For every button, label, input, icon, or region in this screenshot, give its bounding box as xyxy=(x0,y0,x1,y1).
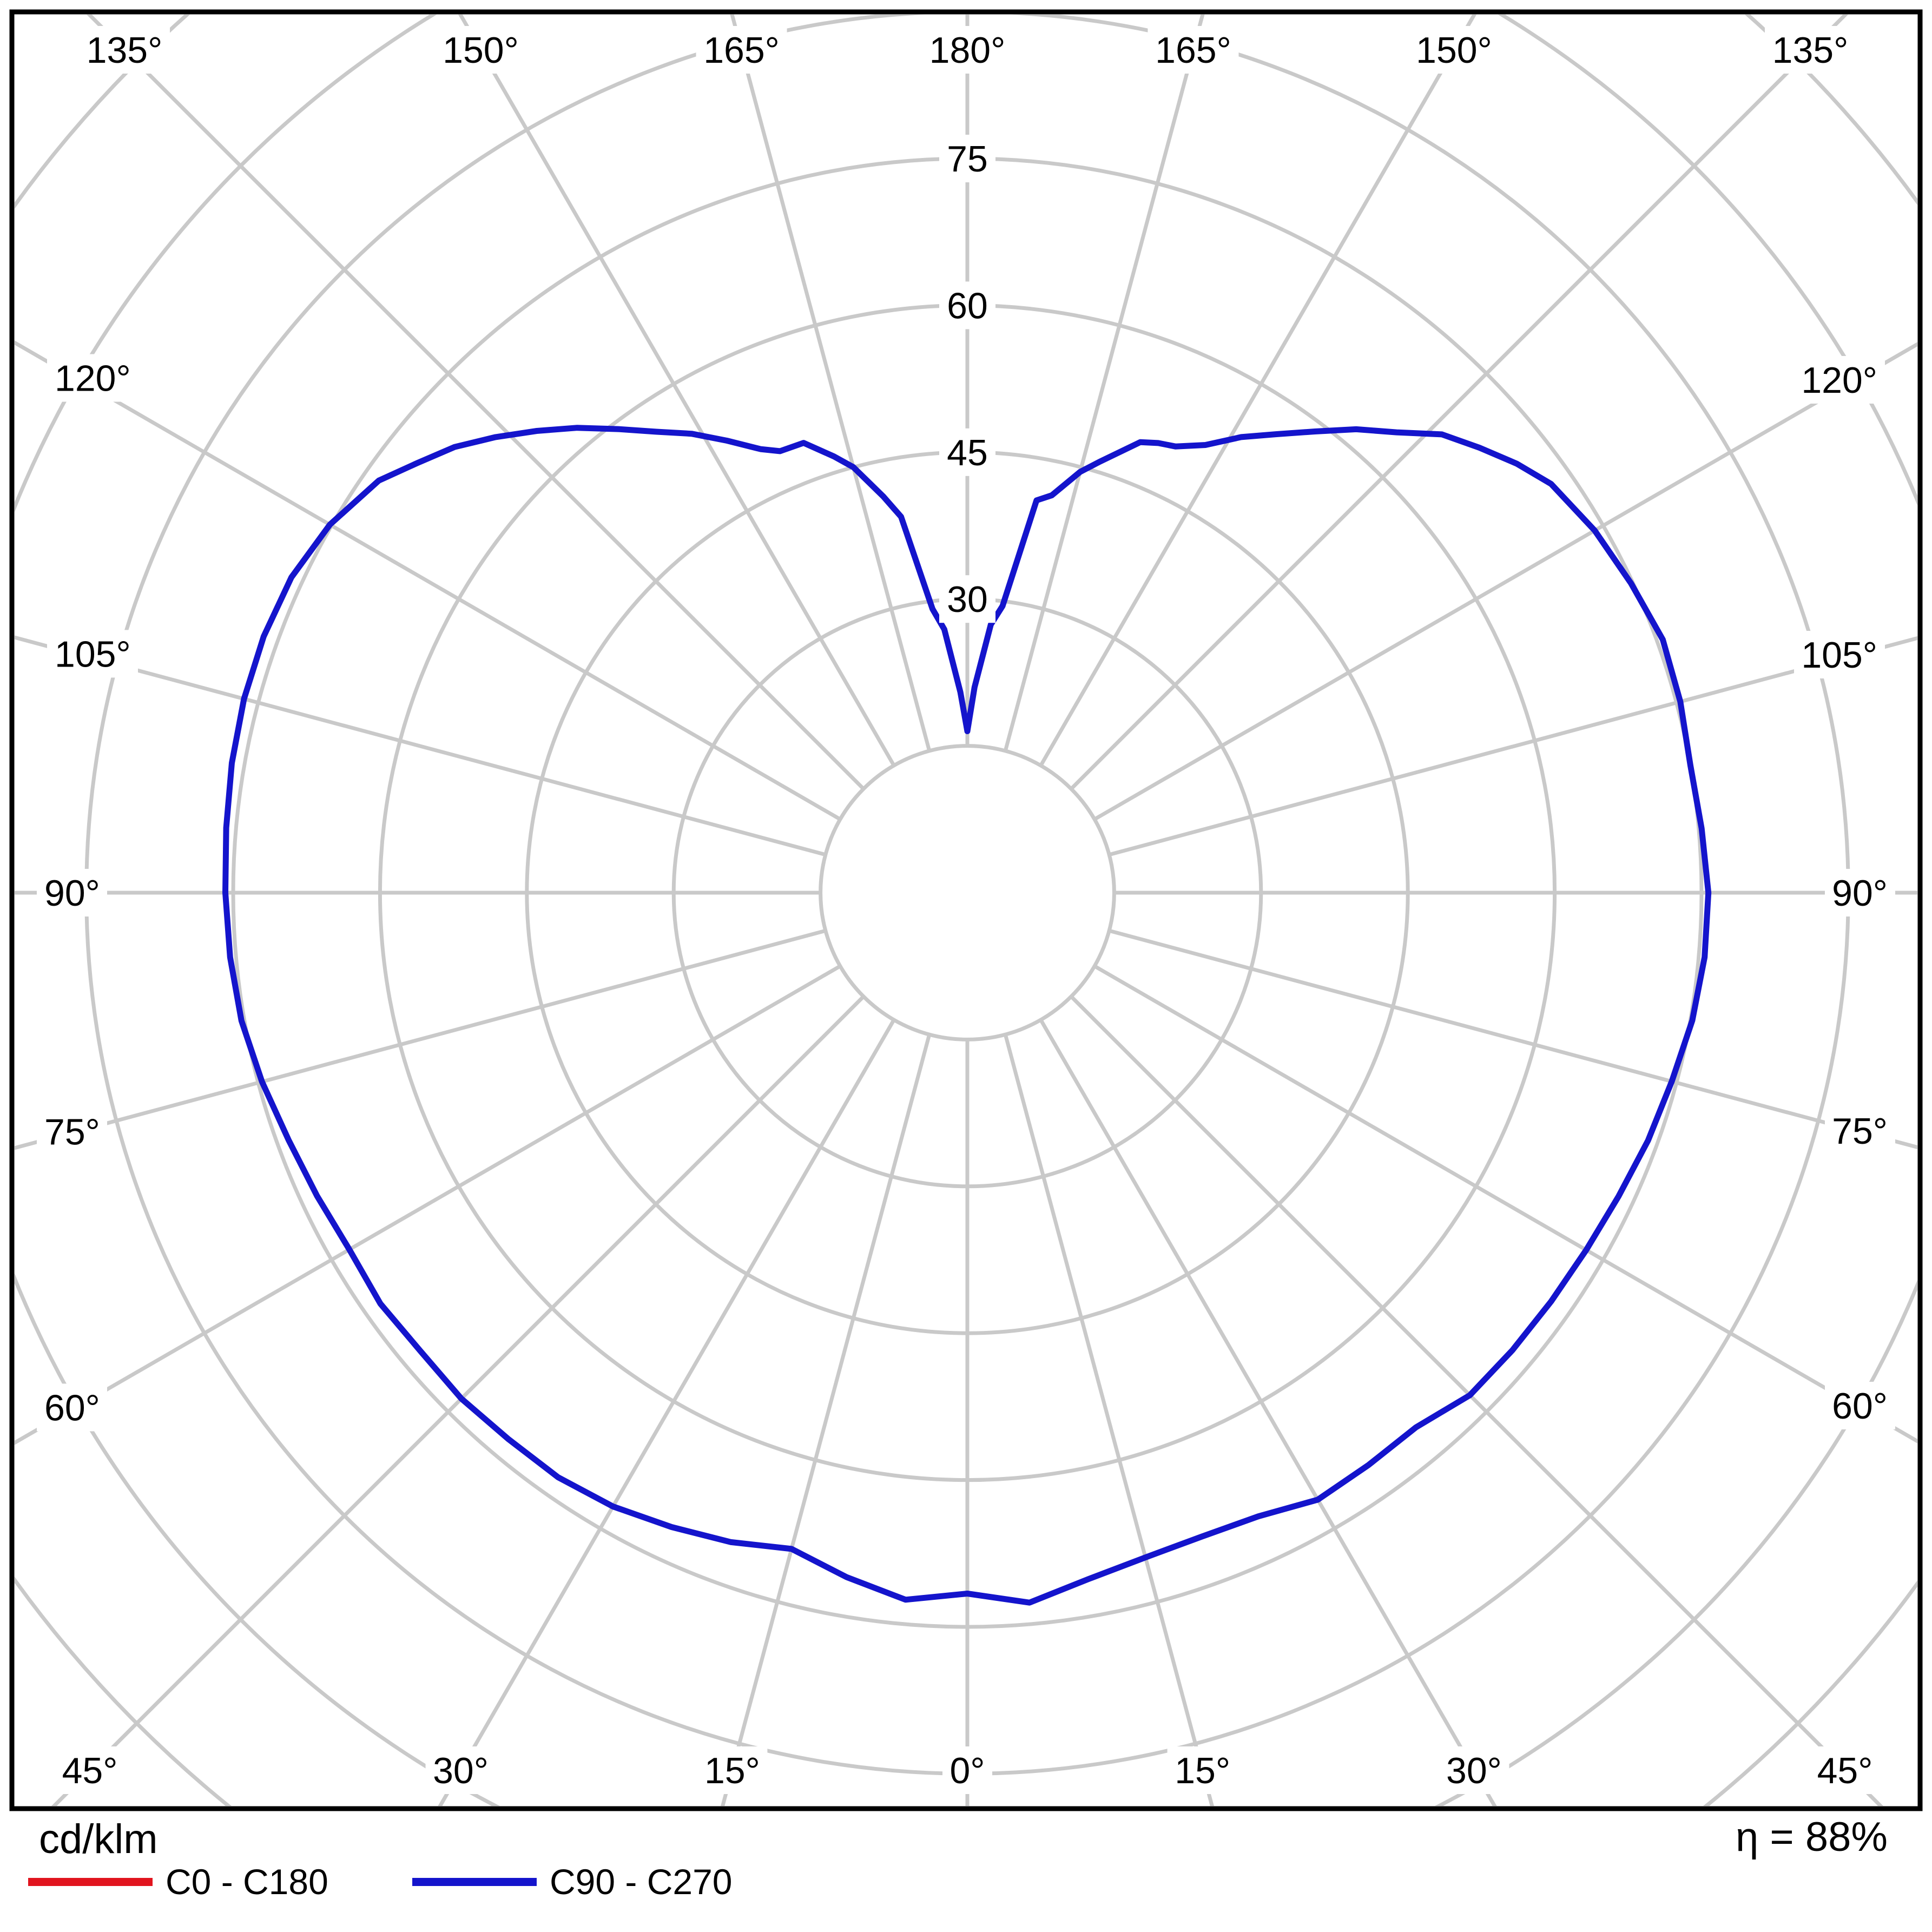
angle-label-120-left: 120° xyxy=(55,358,131,399)
grid-spoke-345 xyxy=(721,1034,932,1806)
label-bg xyxy=(1825,1382,1895,1430)
angle-label-45-right: 45° xyxy=(1817,1750,1873,1791)
grid-spoke-150 xyxy=(1039,15,1477,767)
grid-spoke-255 xyxy=(15,635,826,857)
label-bg xyxy=(1825,869,1895,916)
grid-spoke-165 xyxy=(1003,15,1205,751)
angle-label-180-right: 180° xyxy=(929,30,1006,71)
label-bg xyxy=(435,26,526,74)
radial-scale-label-75: 75 xyxy=(947,139,988,180)
label-bg xyxy=(37,1107,107,1156)
grid-spoke-210 xyxy=(458,15,896,767)
grid-spoke-30 xyxy=(1039,1019,1497,1806)
label-bg xyxy=(47,354,138,402)
label-bg xyxy=(697,1746,768,1794)
angle-label-135-right: 135° xyxy=(1772,30,1849,71)
angle-label-165-left: 165° xyxy=(703,30,780,71)
label-bg xyxy=(1765,26,1856,74)
label-bg xyxy=(79,26,170,74)
angle-label-135-left: 135° xyxy=(87,30,163,71)
label-bg xyxy=(939,281,995,329)
angle-label-0-right: 0° xyxy=(949,1750,985,1791)
labels: 30 45 60 75 0° 15° 15° 30° 30° 45° 45° 60° 60° 75° 75°… xyxy=(37,26,1895,1794)
angle-label-15-left: 15° xyxy=(704,1750,760,1791)
efficiency-label: η = 88% xyxy=(1736,1814,1888,1860)
label-bg xyxy=(1439,1746,1509,1794)
label-bg xyxy=(1167,1746,1238,1794)
radial-scale-label-30: 30 xyxy=(947,579,988,620)
grid-ring-15 xyxy=(819,744,1116,1041)
grid-spoke-60 xyxy=(1093,964,1917,1443)
angle-label-75-right: 75° xyxy=(1832,1111,1888,1152)
angle-label-150-right: 150° xyxy=(1416,30,1492,71)
label-bg xyxy=(55,1746,125,1794)
grid-spoke-105 xyxy=(1109,636,1917,857)
legend-entry-c0-c180: C0 - C180 xyxy=(28,1860,328,1903)
curve-c90-c270 xyxy=(222,425,1712,1606)
label-bg xyxy=(1794,355,1885,404)
unit-label: cd/klm xyxy=(39,1816,158,1862)
label-bg xyxy=(1408,26,1500,74)
grid-spoke-300 xyxy=(15,964,841,1445)
grid-spoke-330 xyxy=(438,1019,896,1806)
angle-label-150-left: 150° xyxy=(443,30,519,71)
angle-label-30-right: 30° xyxy=(1446,1750,1502,1791)
grid-spoke-240 xyxy=(15,340,841,821)
plot-border xyxy=(9,9,1923,1811)
angle-label-60-left: 60° xyxy=(44,1387,100,1428)
label-bg xyxy=(425,1746,496,1794)
legend-label-c90-c270: C90 - C270 xyxy=(550,1862,733,1902)
grid-spoke-15 xyxy=(1003,1034,1214,1806)
angle-label-45-left: 45° xyxy=(62,1750,118,1791)
angle-label-105-left: 105° xyxy=(55,634,131,675)
label-bg xyxy=(696,26,787,74)
grid-spoke-195 xyxy=(730,15,932,751)
angle-label-60-right: 60° xyxy=(1832,1386,1888,1427)
grid-spoke-225 xyxy=(87,15,865,790)
legend-swatch-c90-c270-icon xyxy=(412,1877,537,1886)
curves xyxy=(222,425,1712,1606)
angle-label-75-left: 75° xyxy=(44,1112,100,1153)
label-bg xyxy=(1794,631,1885,679)
grid-spoke-120 xyxy=(1093,342,1917,821)
label-bg xyxy=(1148,26,1239,74)
label-bg xyxy=(47,630,138,678)
grid-spoke-135 xyxy=(1070,15,1848,790)
angle-label-165-right: 165° xyxy=(1155,30,1231,71)
grid-spoke-75 xyxy=(1109,928,1917,1150)
angle-label-90-right: 90° xyxy=(1832,873,1888,914)
angle-label-120-right: 120° xyxy=(1801,360,1877,401)
label-bg xyxy=(37,869,107,916)
radial-scale-label-60: 60 xyxy=(947,285,988,326)
label-bg xyxy=(939,428,995,476)
angle-label-90-left: 90° xyxy=(44,873,100,914)
label-bg xyxy=(939,575,995,623)
label-bg xyxy=(37,1383,107,1432)
legend-entry-c90-c270: C90 - C270 xyxy=(412,1860,733,1903)
legend-label-c0-c180: C0 - C180 xyxy=(166,1862,328,1902)
label-bg xyxy=(942,1746,992,1794)
label-bg xyxy=(922,26,1013,74)
angle-label-15-right: 15° xyxy=(1175,1750,1230,1791)
angle-label-105-right: 105° xyxy=(1801,635,1877,676)
label-bg xyxy=(1810,1746,1880,1794)
label-bg xyxy=(939,135,995,182)
angle-label-30-left: 30° xyxy=(433,1750,489,1791)
grid-spoke-285 xyxy=(15,928,826,1150)
legend-swatch-c0-c180-icon xyxy=(28,1877,153,1886)
label-bg xyxy=(1825,1106,1895,1155)
radial-scale-label-45: 45 xyxy=(947,432,988,473)
